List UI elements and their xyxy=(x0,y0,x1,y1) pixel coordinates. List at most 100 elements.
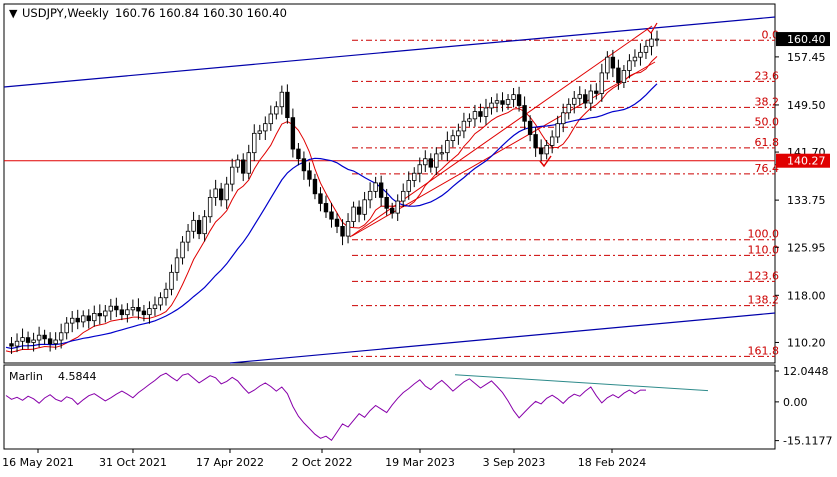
candle-body xyxy=(417,164,422,174)
candle xyxy=(103,304,108,323)
candle-body xyxy=(213,188,218,198)
candle-body xyxy=(312,178,318,195)
candle-body xyxy=(456,130,461,137)
candle-body xyxy=(445,140,450,154)
trend-channel-lines xyxy=(3,16,776,364)
candle xyxy=(389,202,395,219)
candle xyxy=(191,211,196,239)
candle-body xyxy=(163,288,169,299)
candle-body xyxy=(351,206,356,222)
level-price-label: 140.27 xyxy=(787,155,826,168)
candle-body xyxy=(241,159,246,174)
candle xyxy=(119,304,125,321)
time-tick-label: 31 Oct 2021 xyxy=(99,456,167,469)
candle xyxy=(395,194,400,221)
price-tick-label: 133.75 xyxy=(787,194,826,207)
indicator-tick-label: -15.1177 xyxy=(783,435,832,448)
candle-body xyxy=(395,200,400,214)
candle-body xyxy=(616,67,621,83)
candle xyxy=(323,195,329,218)
candle-body xyxy=(290,117,296,150)
candle xyxy=(428,153,434,173)
candle xyxy=(345,213,351,244)
candle-body xyxy=(428,158,434,168)
candle-body xyxy=(9,343,14,347)
candle-body xyxy=(147,308,152,316)
candle xyxy=(654,30,660,47)
candle-body xyxy=(621,70,627,83)
candle-body xyxy=(92,313,97,322)
candle xyxy=(14,333,20,353)
candle xyxy=(594,83,599,100)
candle-body xyxy=(345,221,351,237)
candle-body xyxy=(81,315,86,323)
candle-body xyxy=(64,322,69,334)
candle-body xyxy=(549,136,555,146)
candle xyxy=(163,282,169,306)
fib-label: 0.0 xyxy=(762,28,780,41)
price-tick-label: 157.45 xyxy=(787,51,826,64)
candle-body xyxy=(577,94,582,99)
candle-body xyxy=(516,94,522,106)
candle-body xyxy=(632,56,638,62)
time-tick-label: 3 Sep 2023 xyxy=(483,456,546,469)
candle xyxy=(125,303,130,323)
candle xyxy=(638,43,643,66)
candle-body xyxy=(654,38,660,41)
candle xyxy=(108,298,114,321)
candle xyxy=(483,98,489,125)
candle xyxy=(229,158,235,192)
candle xyxy=(75,309,80,330)
candle-body xyxy=(329,211,334,220)
candle xyxy=(627,54,632,79)
candle xyxy=(643,40,649,59)
candle-body xyxy=(274,106,279,115)
candle-body xyxy=(323,203,329,213)
candle xyxy=(169,264,174,296)
time-tick-label: 16 May 2021 xyxy=(2,456,74,469)
candle-body xyxy=(70,317,75,324)
candle-body xyxy=(572,97,577,105)
candle xyxy=(318,187,323,212)
candle xyxy=(130,299,136,316)
candle xyxy=(401,183,406,208)
candle xyxy=(158,292,163,311)
candle-body xyxy=(527,120,533,135)
candle-body xyxy=(125,309,130,316)
candle-body xyxy=(384,197,389,209)
collapse-triangle-icon[interactable]: ▼ xyxy=(9,7,18,20)
indicator-name: Marlin xyxy=(9,370,43,383)
candle xyxy=(246,144,251,180)
candle-body xyxy=(544,145,549,155)
candle xyxy=(25,331,31,350)
candle-body xyxy=(373,182,378,192)
candle-body xyxy=(42,334,47,340)
candle xyxy=(9,337,14,354)
candle-body xyxy=(605,56,610,74)
candle xyxy=(356,200,362,223)
candle xyxy=(445,131,450,162)
indicator-tick-label: 12.0448 xyxy=(783,365,829,378)
candle xyxy=(544,139,549,160)
candle xyxy=(92,305,97,327)
candle-body xyxy=(467,118,472,122)
candle xyxy=(340,219,345,246)
candle-body xyxy=(268,113,274,125)
candle-body xyxy=(401,190,406,202)
candle-body xyxy=(356,206,362,215)
candle-body xyxy=(423,158,428,166)
candle xyxy=(561,103,566,133)
candle xyxy=(180,236,185,265)
candle xyxy=(362,191,367,221)
candle-body xyxy=(599,72,605,94)
candle xyxy=(42,329,47,345)
candle xyxy=(307,162,312,187)
candle xyxy=(516,86,522,112)
candle-body xyxy=(136,306,141,312)
candle xyxy=(450,129,456,148)
candle-body xyxy=(218,188,224,201)
candle-body xyxy=(461,120,467,132)
fib-label: 110.0 xyxy=(748,243,780,256)
